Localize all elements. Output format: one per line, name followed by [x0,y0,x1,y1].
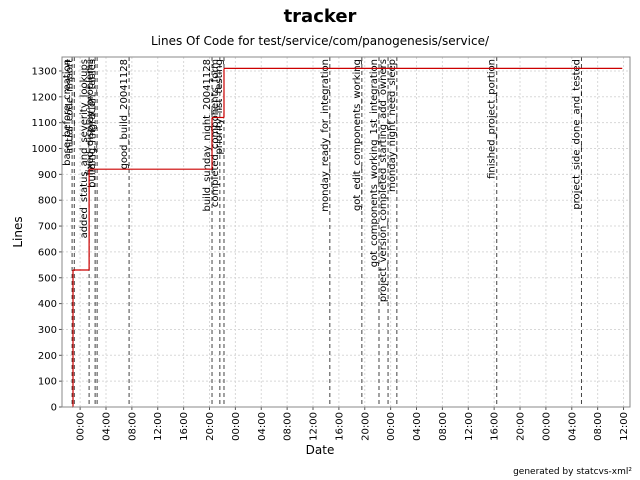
marker-label: got_edit_components_working [352,59,363,211]
x-tick-label: 12:00 [309,412,320,441]
y-tick-label: 900 [38,170,57,181]
y-tick-label: 800 [38,196,57,207]
y-tick-label: 1100 [32,118,57,129]
y-tick-label: 1000 [32,144,57,155]
x-tick-label: 12:00 [153,412,164,441]
marker-label: finished_project_portion [487,59,498,179]
plot-area [62,57,630,407]
y-tick-label: 1300 [32,66,57,77]
marker-label: got_components_working_1st_integration [369,59,380,267]
marker-label: base_before_creation [62,59,73,166]
x-tick-label: 08:00 [127,412,138,441]
marker-label: fixed_display_problems [85,59,96,176]
x-tick-label: 00:00 [231,412,242,441]
x-tick-label: 20:00 [360,412,371,441]
y-tick-label: 300 [38,325,57,336]
x-tick-label: 20:00 [205,412,216,441]
x-tick-label: 04:00 [257,412,268,441]
chart-title: tracker [284,6,357,27]
y-tick-label: 600 [38,247,57,258]
x-tick-label: 04:00 [101,412,112,441]
marker-label: project_side_done_and_tested [571,59,582,210]
marker-label: monday_night_need_sleep [387,59,398,192]
marker-label: monday_ready_for_integration [320,59,331,212]
x-tick-label: 00:00 [541,412,552,441]
y-tick-label: 1200 [32,92,57,103]
x-tick-label: 08:00 [283,412,294,441]
x-tick-label: 16:00 [490,412,501,441]
marker-label: building_migration_tables [87,59,98,188]
marker-label: build_sunday_night_20041128 [202,59,213,212]
x-tick-label: 16:00 [334,412,345,441]
plot-border [61,56,631,408]
marker-label: added_status_and_severity_lookups [79,59,90,238]
y-axis-label: Lines [11,216,25,247]
x-tick-label: 16:00 [179,412,190,441]
x-tick-label: 08:00 [593,412,604,441]
x-tick-label: 12:00 [464,412,475,441]
y-tick-label: 700 [38,222,57,233]
x-tick-label: 04:00 [567,412,578,441]
marker-label: priority_list_testing [214,59,225,154]
x-axis-label: Date [306,443,335,457]
x-tick-label: 08:00 [438,412,449,441]
footer: generated by statcvs-xml² [513,467,632,477]
marker-label: project_version_completed_starting_add_o… [378,59,389,302]
y-tick-label: 200 [38,351,57,362]
marker-label: initial_code_import [64,59,75,154]
y-tick-label: 100 [38,377,57,388]
chart-subtitle: Lines Of Code for test/service/com/panog… [151,34,490,48]
x-tick-label: 20:00 [516,412,527,441]
marker-label: completed_components_form [210,59,221,207]
marker-label: good_build_20041128 [119,59,130,169]
x-tick-label: 00:00 [386,412,397,441]
y-tick-label: 500 [38,273,57,284]
y-tick-label: 400 [38,299,57,310]
x-tick-label: 00:00 [76,412,87,441]
y-tick-label: 0 [51,403,57,414]
x-tick-label: 12:00 [619,412,630,441]
x-tick-label: 04:00 [412,412,423,441]
